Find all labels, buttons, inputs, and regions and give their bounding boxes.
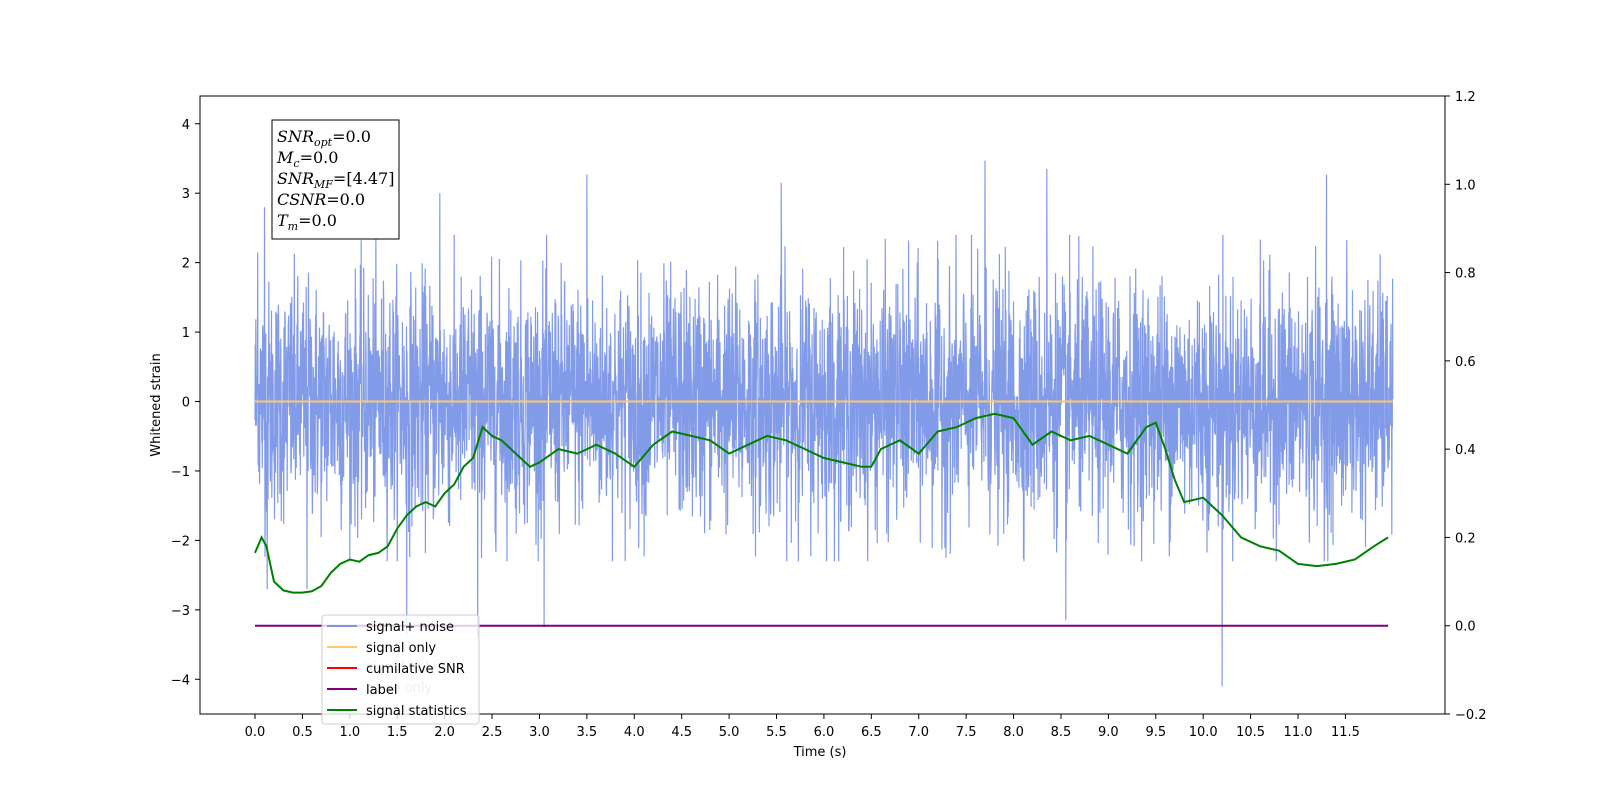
x-tick-label: 9.0	[1098, 725, 1119, 740]
y-tick-label: 0	[182, 396, 190, 411]
annotation-line: SNRopt=0.0	[277, 127, 371, 149]
y2-tick-label: 0.4	[1455, 443, 1476, 458]
y-tick-label: −3	[171, 604, 190, 619]
x-tick-label: 9.5	[1145, 725, 1166, 740]
signal-noise-line	[254, 160, 1394, 687]
x-tick-label: 0.0	[245, 725, 266, 740]
y-axis-label: Whitened strain	[149, 353, 164, 456]
x-tick-label: 1.5	[387, 725, 408, 740]
x-tick-label: 1.0	[339, 725, 360, 740]
legend-label: label	[366, 683, 397, 698]
annotation-line: SNRMF=[4.47]	[277, 169, 394, 191]
y-tick-label: 3	[182, 187, 190, 202]
y2-tick-label: −0.2	[1455, 708, 1487, 723]
x-tick-label: 2.5	[482, 725, 503, 740]
signal-statistics-line	[254, 412, 1389, 594]
x-tick-label: 5.5	[766, 725, 787, 740]
y2-tick-label: 0.0	[1455, 620, 1476, 635]
y2-tick-label: 1.0	[1455, 178, 1476, 193]
y-tick-label: −2	[171, 534, 190, 549]
annotation-frame	[271, 119, 400, 240]
x-tick-label: 7.5	[956, 725, 977, 740]
y-tick-label: 4	[182, 118, 190, 133]
x-tick-label: 7.0	[908, 725, 929, 740]
x-tick-label: 6.0	[814, 725, 835, 740]
y2-tick-label: 0.2	[1455, 531, 1476, 546]
y-tick-label: −4	[171, 673, 190, 688]
legend-frame	[321, 614, 480, 725]
x-tick-label: 3.0	[529, 725, 550, 740]
annotation-line: Tm=0.0	[277, 211, 337, 233]
x-tick-label: 11.0	[1284, 725, 1313, 740]
legend: signal onlynoise onlysignal+ noisesignal…	[321, 614, 480, 725]
x-axis-ticks: 0.0 0.5 1.0 1.5 2.0 2.5 3.0 3.5 4.0 4.5 5.0 5.5 6.0 6…	[245, 714, 1360, 740]
x-tick-label: 3.5	[577, 725, 598, 740]
x-tick-label: 10.5	[1236, 725, 1265, 740]
signal-noise-series	[254, 160, 1394, 687]
plot-frame	[199, 95, 1446, 715]
y-tick-label: −1	[171, 465, 190, 480]
y-tick-label: 2	[182, 257, 190, 272]
annotation-line: CSNR=0.0	[277, 190, 365, 209]
x-tick-label: 2.0	[434, 725, 455, 740]
x-tick-label: 4.5	[671, 725, 692, 740]
x-tick-label: 6.5	[861, 725, 882, 740]
y2-tick-label: 0.8	[1455, 267, 1476, 282]
x-axis-label: Time (s)	[793, 745, 847, 760]
annotation-line: Mc=0.0	[276, 148, 338, 170]
x-tick-label: 8.0	[1003, 725, 1024, 740]
x-tick-label: 11.5	[1331, 725, 1360, 740]
y-tick-label: 1	[182, 326, 190, 341]
y2-tick-label: 0.6	[1455, 355, 1476, 370]
y2-tick-label: 1.2	[1455, 90, 1476, 105]
x-tick-label: 0.5	[292, 725, 313, 740]
y2-axis-ticks: 1.2 1.0 0.8 0.6 0.4 0.2 0.0 −0.2	[1445, 90, 1487, 723]
legend-label: cumilative SNR	[366, 662, 465, 677]
x-tick-label: 4.0	[624, 725, 645, 740]
x-tick-label: 10.0	[1189, 725, 1218, 740]
y-axis-ticks: 4 3 2 1 0 −1 −2 −3 −4	[171, 118, 200, 688]
x-tick-label: 8.5	[1051, 725, 1072, 740]
legend-label: signal only	[366, 641, 436, 656]
x-tick-label: 5.0	[719, 725, 740, 740]
legend-label: signal statistics	[366, 704, 467, 719]
legend-label: signal+ noise	[366, 620, 454, 635]
